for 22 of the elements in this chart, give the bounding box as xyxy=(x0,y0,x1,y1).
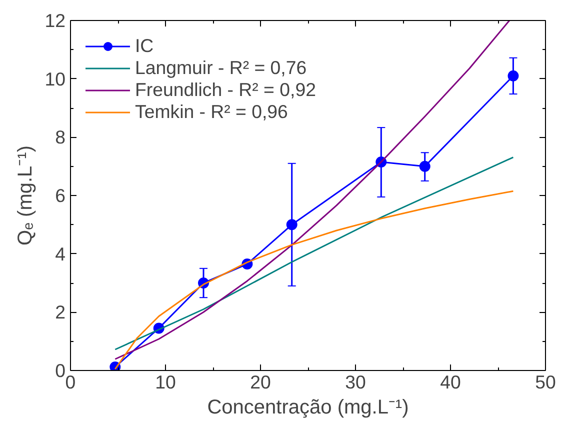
point xyxy=(286,219,298,230)
legend-label: IC xyxy=(135,35,155,57)
y-tick-label: 8 xyxy=(55,126,66,148)
x-tick-label: 50 xyxy=(535,372,556,392)
y-tick-label: 6 xyxy=(55,185,66,206)
x-tick-label: 30 xyxy=(345,372,366,392)
legend-label: Langmuir - R² = 0,76 xyxy=(135,57,307,79)
y-tick-label: 4 xyxy=(55,243,66,264)
y-axis-title: Qₑ (mg.L⁻¹) xyxy=(14,145,37,246)
line-series xyxy=(114,20,510,360)
x-tick-label: 10 xyxy=(155,372,176,392)
point xyxy=(419,160,430,172)
point xyxy=(508,70,519,82)
legend-label: Temkin - R² = 0,96 xyxy=(135,101,288,123)
y-tick-label: 12 xyxy=(44,10,66,31)
x-axis-title: Concentração (mg.L⁻¹) xyxy=(207,396,409,418)
legend-label: Freundlich - R² = 0,92 xyxy=(135,79,316,101)
line-series xyxy=(114,156,514,350)
x-tick-label: 20 xyxy=(250,372,271,392)
y-tick-label: 10 xyxy=(44,68,66,90)
x-tick-label: 40 xyxy=(440,372,461,392)
y-tick-label: 2 xyxy=(55,302,66,323)
